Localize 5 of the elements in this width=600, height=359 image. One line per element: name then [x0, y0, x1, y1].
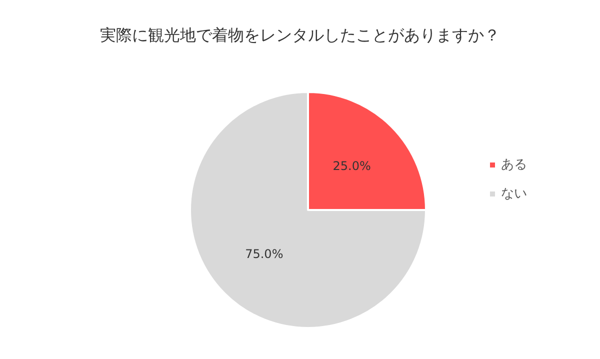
- legend-label: ある: [501, 158, 527, 172]
- legend-label: ない: [501, 186, 527, 202]
- chart-title: 実際に観光地で着物をレンタルしたことがありますか？: [100, 26, 500, 44]
- data-label: 25.0%: [332, 159, 371, 174]
- data-label: 75.0%: [245, 246, 284, 261]
